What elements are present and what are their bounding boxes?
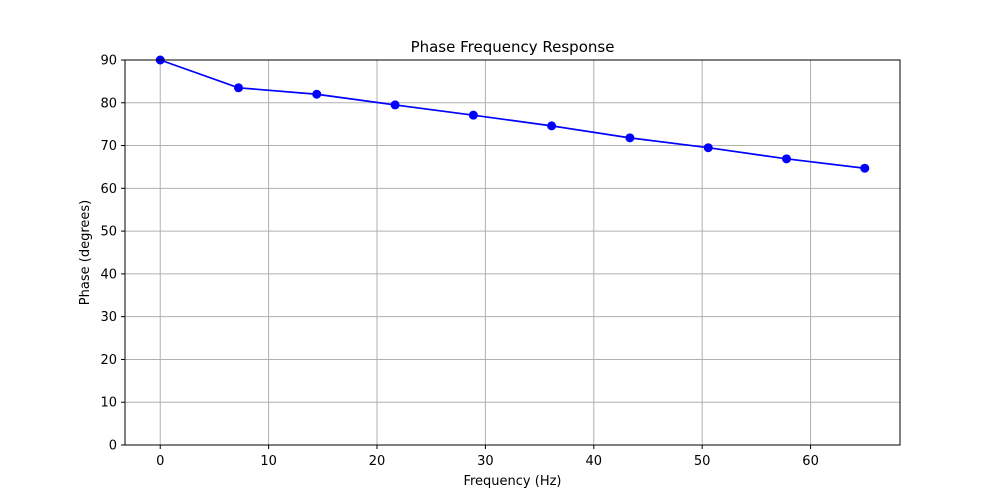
data-point [390, 100, 400, 110]
data-point [782, 154, 792, 164]
y-tick-label: 80 [100, 96, 117, 111]
x-tick-label: 60 [802, 454, 819, 469]
y-tick-label: 50 [100, 225, 117, 240]
data-point [233, 83, 243, 93]
x-axis-label: Frequency (Hz) [463, 474, 561, 489]
x-tick-label: 0 [156, 454, 164, 469]
y-tick-label: 10 [100, 396, 117, 411]
data-point [468, 110, 478, 120]
series-line [159, 59, 865, 170]
y-tick-label: 30 [100, 310, 117, 325]
grid-lines [125, 59, 900, 446]
x-tick-label: 10 [260, 454, 277, 469]
y-tick-label: 90 [100, 54, 117, 69]
plot-frame [124, 59, 901, 446]
data-point [703, 143, 713, 153]
y-tick-label: 60 [100, 182, 117, 197]
chart-title: Phase Frequency Response [411, 38, 615, 56]
x-axis-ticks: 0 10 20 30 40 50 60 [156, 445, 819, 469]
data-point [312, 89, 322, 99]
y-tick-label: 20 [100, 353, 117, 368]
x-tick-label: 50 [694, 454, 711, 469]
x-tick-label: 20 [369, 454, 386, 469]
data-point [625, 133, 635, 143]
y-tick-label: 40 [100, 267, 117, 282]
y-axis-label: Phase (degrees) [78, 200, 93, 305]
y-tick-label: 0 [109, 439, 117, 454]
x-tick-label: 30 [477, 454, 494, 469]
series-layer [155, 55, 870, 173]
data-point [547, 121, 557, 131]
x-tick-label: 40 [586, 454, 603, 469]
y-tick-label: 70 [100, 139, 117, 154]
data-point [860, 163, 870, 173]
y-axis-ticks: 0 10 20 30 40 50 60 70 80 90 [100, 54, 125, 454]
